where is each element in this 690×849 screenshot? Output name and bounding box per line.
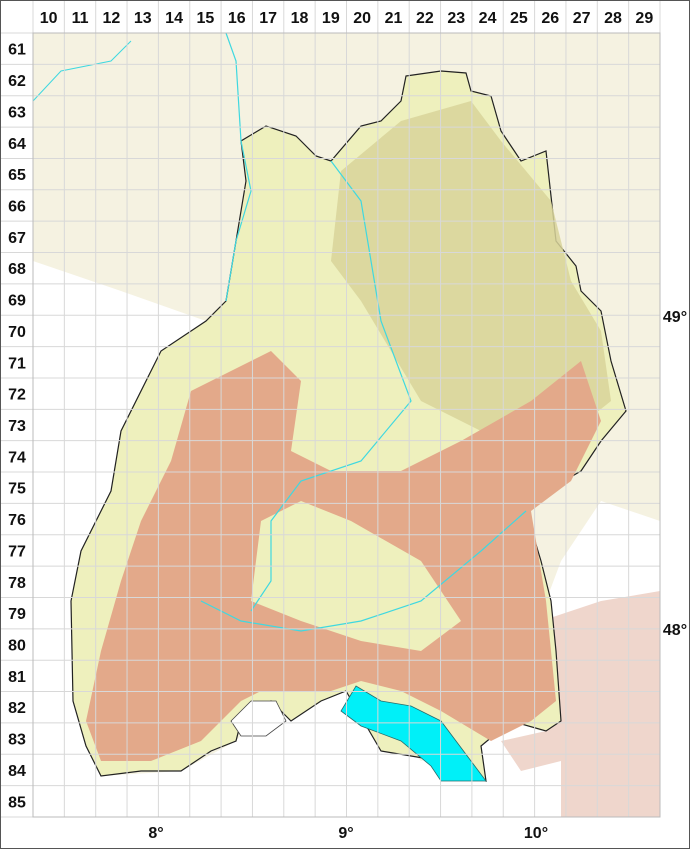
lon-label-8: 8° — [148, 825, 163, 842]
row-label: 82 — [8, 700, 26, 717]
lat-label-48: 48° — [663, 622, 687, 639]
lake-white-area — [230, 700, 287, 737]
row-label: 84 — [8, 763, 26, 780]
row-label: 80 — [8, 638, 26, 655]
row-label: 61 — [8, 42, 26, 59]
row-label: 66 — [8, 198, 26, 215]
column-label: 25 — [510, 10, 528, 27]
row-label: 77 — [8, 543, 26, 560]
midland-region — [331, 101, 611, 441]
column-label: 27 — [573, 10, 591, 27]
river-neckar — [250, 160, 412, 612]
column-label: 22 — [416, 10, 434, 27]
column-label: 17 — [259, 10, 277, 27]
lat-label-49: 49° — [663, 309, 687, 326]
map-frame — [32, 32, 661, 818]
column-label: 18 — [291, 10, 309, 27]
row-label: 78 — [8, 575, 26, 592]
column-label: 20 — [353, 10, 371, 27]
river-rhine — [225, 32, 252, 302]
row-label: 64 — [8, 136, 26, 153]
row-label: 69 — [8, 293, 26, 310]
row-label: 68 — [8, 261, 26, 278]
row-label: 71 — [8, 355, 26, 372]
row-label: 75 — [8, 481, 26, 498]
column-label: 29 — [635, 10, 653, 27]
row-label: 63 — [8, 104, 26, 121]
row-label: 72 — [8, 387, 26, 404]
row-label: 74 — [8, 449, 26, 466]
column-label: 19 — [322, 10, 340, 27]
river-danube — [200, 510, 527, 632]
column-label: 15 — [197, 10, 215, 27]
row-label: 81 — [8, 669, 26, 686]
row-label: 76 — [8, 512, 26, 529]
column-label: 11 — [72, 10, 89, 27]
row-label: 70 — [8, 324, 26, 341]
column-label: 28 — [604, 10, 622, 27]
outside-region-austria — [501, 591, 660, 817]
column-label: 10 — [40, 10, 58, 27]
row-label: 65 — [8, 167, 26, 184]
column-label: 16 — [228, 10, 246, 27]
column-label: 26 — [541, 10, 559, 27]
row-label: 79 — [8, 606, 26, 623]
row-label: 67 — [8, 230, 26, 247]
row-label: 85 — [8, 794, 26, 811]
river-north — [32, 40, 132, 102]
row-labels: 61 62 63 64 65 66 67 68 69 70 71 72 73 74 75 76 77 78 79 80… — [8, 42, 26, 812]
column-labels: 10 11 12 13 14 15 16 17 18 19 20 21 22 23 24 25 26 27 28 29 — [40, 10, 654, 27]
column-label: 13 — [134, 10, 152, 27]
lowland-valley — [251, 501, 461, 651]
column-label: 12 — [102, 10, 120, 27]
column-label: 24 — [479, 10, 497, 27]
row-label: 62 — [8, 73, 26, 90]
column-label: 14 — [165, 10, 183, 27]
row-label: 83 — [8, 732, 26, 749]
column-label: 21 — [385, 10, 403, 27]
grid-lines — [1, 1, 661, 818]
lon-label-9: 9° — [338, 825, 353, 842]
lake-constance — [340, 685, 487, 782]
column-label: 23 — [447, 10, 465, 27]
row-label: 73 — [8, 418, 26, 435]
lon-label-10: 10° — [524, 825, 548, 842]
